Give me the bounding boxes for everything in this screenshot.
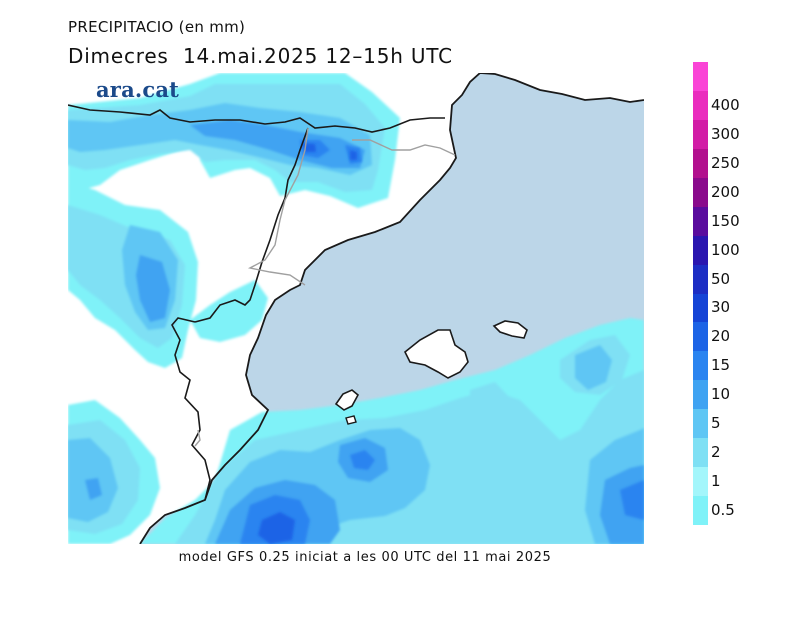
legend-swatch <box>693 466 708 496</box>
legend-swatch <box>693 408 708 438</box>
legend-swatch <box>693 495 708 525</box>
legend-swatch <box>693 206 708 236</box>
legend-swatch <box>693 177 708 207</box>
legend-label: 20 <box>711 327 731 346</box>
legend-label: 300 <box>711 125 740 144</box>
legend-label: 2 <box>711 442 721 461</box>
forecast-date-title: Dimecres 14.mai.2025 12–15h UTC <box>68 44 453 68</box>
day-label: Dimecres <box>68 44 169 68</box>
legend-label: 200 <box>711 182 740 201</box>
pyrenees-border <box>68 104 445 133</box>
ara-cat-logo: ara.cat <box>96 77 180 102</box>
legend-label: 150 <box>711 211 740 230</box>
date-label: 14.mai.2025 <box>182 44 319 68</box>
menorca-island <box>492 320 528 339</box>
legend-swatch <box>693 62 708 92</box>
mainland-coastline <box>139 73 644 544</box>
legend-swatch <box>693 321 708 352</box>
legend-label: 30 <box>711 298 731 317</box>
legend-label: 400 <box>711 96 740 115</box>
legend-label: 50 <box>711 269 731 288</box>
legend-label: 5 <box>711 413 721 432</box>
precipitation-legend: 0.5 1 2 5 10 15 20 30 50 100 150 200 250 300 400 <box>693 62 793 525</box>
variable-title: PRECIPITACIO (en mm) <box>68 18 246 36</box>
ibiza-island <box>334 389 360 411</box>
legend-label: 250 <box>711 154 740 173</box>
legend-swatch <box>693 350 708 381</box>
formentera-island <box>345 415 357 425</box>
legend-label: 1 <box>711 471 721 490</box>
legend-swatch <box>693 293 708 323</box>
legend-label: 100 <box>711 240 740 259</box>
legend-swatch <box>693 235 708 265</box>
legend-label: 0.5 <box>711 500 735 519</box>
period-label: 12–15h UTC <box>325 44 453 68</box>
legend-swatch <box>693 90 708 121</box>
province-borders <box>194 127 456 447</box>
legend-swatch <box>693 437 708 467</box>
mallorca-island <box>403 329 469 379</box>
legend-swatch <box>693 148 708 178</box>
valencia-border <box>171 317 211 501</box>
legend-swatch <box>693 379 708 409</box>
model-caption: model GFS 0.25 iniciat a les 00 UTC del … <box>178 550 552 565</box>
legend-swatch <box>693 119 708 150</box>
precipitation-map <box>68 73 644 544</box>
legend-swatch <box>693 264 708 294</box>
legend-label: 15 <box>711 356 731 375</box>
legend-label: 10 <box>711 385 731 404</box>
